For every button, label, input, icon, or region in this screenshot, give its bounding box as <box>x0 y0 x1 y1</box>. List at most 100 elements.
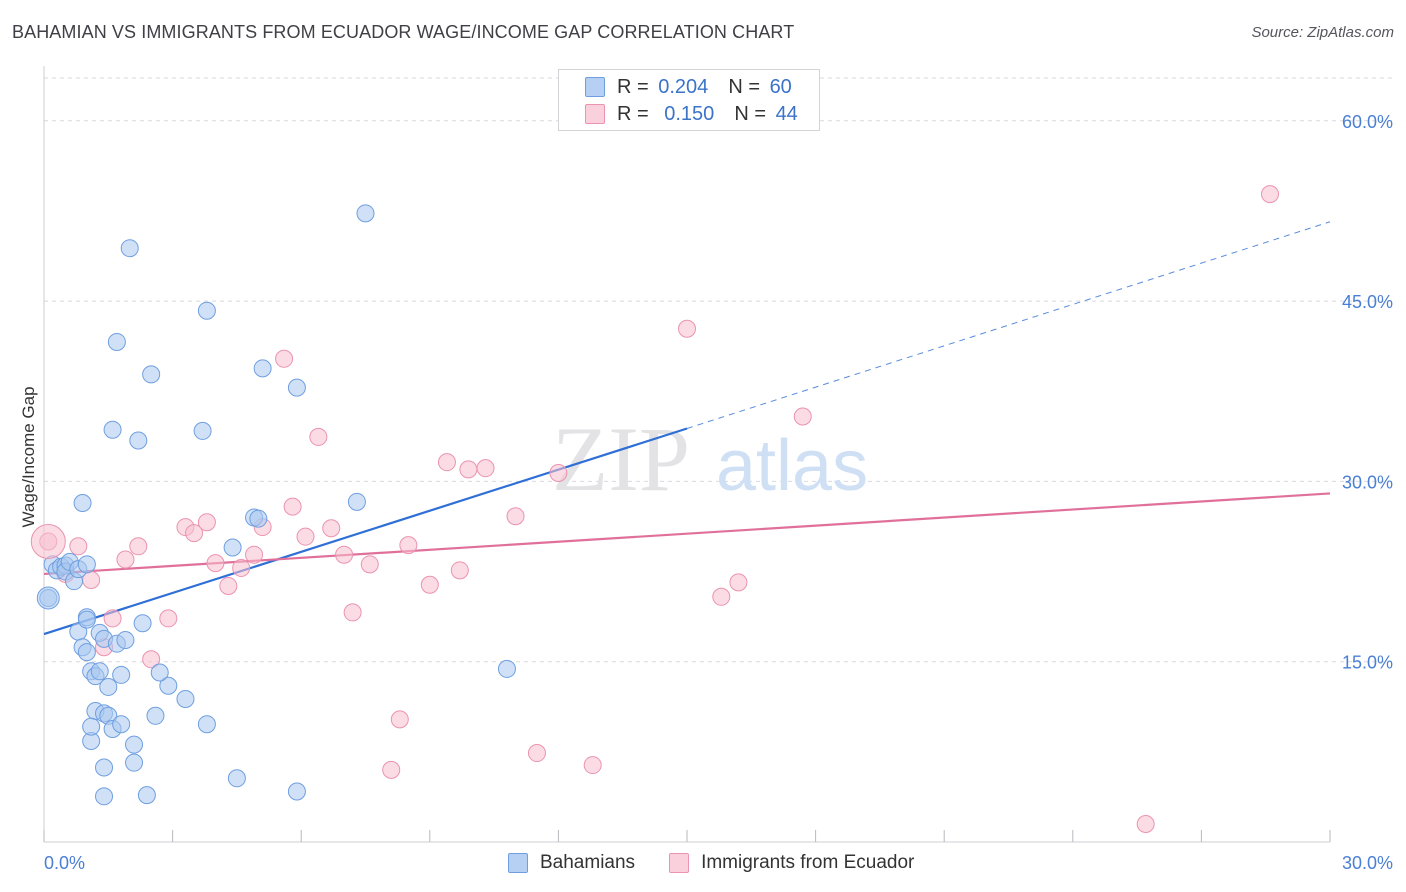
point-ecuador <box>360 555 379 574</box>
point-bahamians <box>73 494 92 513</box>
point-ecuador <box>309 427 328 446</box>
point-ecuador <box>296 527 315 546</box>
bottom-legend-label: Bahamians <box>540 852 636 873</box>
data-points <box>30 185 1279 833</box>
point-bahamians <box>77 555 96 574</box>
legend-n-label: N = <box>728 75 760 98</box>
point-ecuador <box>69 537 88 556</box>
point-ecuador <box>219 576 238 595</box>
point-ecuador <box>1136 814 1155 833</box>
point-bahamians <box>223 538 242 557</box>
point-bahamians <box>287 782 306 801</box>
point-ecuador <box>283 497 302 516</box>
point-ecuador <box>232 558 251 577</box>
legend: R = 0.204 N = 60 R = 0.150 N = 44 <box>558 69 820 131</box>
trendline-bahamians-extension <box>686 221 1331 429</box>
bottom-legend-label: Immigrants from Ecuador <box>701 852 915 873</box>
point-ecuador <box>399 536 418 555</box>
y-tick-label: 45.0% <box>1342 292 1393 312</box>
point-ecuador <box>712 587 731 606</box>
point-bahamians <box>116 631 135 650</box>
point-ecuador <box>437 453 456 472</box>
point-ecuador <box>450 561 469 580</box>
point-bahamians <box>227 769 246 788</box>
point-ecuador <box>476 459 495 478</box>
point-bahamians <box>77 643 96 662</box>
point-ecuador <box>549 463 568 482</box>
point-ecuador <box>583 756 602 775</box>
point-ecuador <box>245 545 264 564</box>
point-ecuador <box>1260 185 1279 204</box>
point-ecuador <box>678 319 696 338</box>
legend-row-bahamians: R = 0.204 N = 60 <box>585 75 792 99</box>
watermark: ZIP atlas <box>552 408 868 510</box>
point-ecuador <box>275 349 294 368</box>
point-ecuador <box>335 545 354 564</box>
point-ecuador <box>729 573 748 592</box>
point-ecuador <box>343 603 362 622</box>
bottom-legend-ecuador[interactable]: Immigrants from Ecuador <box>669 852 914 874</box>
point-bahamians <box>107 332 126 351</box>
legend-swatch-blue <box>585 77 605 97</box>
chart-title: BAHAMIAN VS IMMIGRANTS FROM ECUADOR WAGE… <box>12 22 795 42</box>
point-bahamians <box>95 758 114 777</box>
point-bahamians <box>137 786 156 805</box>
point-ecuador <box>197 513 216 532</box>
y-axis-label: Wage/Income Gap <box>19 386 38 527</box>
point-bahamians <box>197 715 216 734</box>
legend-n-value: 44 <box>775 102 798 125</box>
point-bahamians <box>146 706 165 725</box>
point-bahamians <box>287 378 306 397</box>
point-bahamians <box>150 663 169 682</box>
point-ecuador <box>103 609 122 628</box>
point-bahamians <box>82 717 101 736</box>
point-bahamians <box>112 665 131 684</box>
legend-n-label: N = <box>734 102 766 125</box>
point-ecuador <box>185 524 204 543</box>
watermark-zip: ZIP <box>552 408 690 510</box>
point-bahamians <box>129 431 148 450</box>
point-bahamians <box>253 359 272 378</box>
point-bahamians <box>125 753 144 772</box>
point-ecuador <box>382 760 401 779</box>
point-ecuador <box>793 407 812 426</box>
point-ecuador <box>206 554 225 573</box>
bottom-legend-swatch-pink <box>669 853 690 873</box>
point-bahamians <box>120 239 139 258</box>
point-bahamians <box>176 689 195 708</box>
legend-r-label: R = <box>617 102 649 125</box>
x-tick-label: 0.0% <box>44 853 85 873</box>
point-bahamians <box>125 735 144 754</box>
point-bahamians <box>249 509 268 528</box>
point-ecuador <box>142 650 161 669</box>
point-ecuador <box>390 710 409 729</box>
point-ecuador <box>159 609 178 628</box>
legend-swatch-pink <box>585 104 605 124</box>
point-ecuador <box>420 575 439 594</box>
y-tick-label: 60.0% <box>1342 112 1393 132</box>
trendline-bahamians <box>43 427 688 636</box>
legend-r-label: R = <box>617 75 649 98</box>
point-ecuador <box>129 537 148 556</box>
point-bahamians <box>142 365 161 384</box>
axes <box>43 66 1331 843</box>
legend-r-value: 0.150 <box>664 102 715 125</box>
point-bahamians <box>77 610 96 629</box>
bottom-legend: Bahamians Immigrants from Ecuador <box>508 852 948 874</box>
bottom-legend-bahamians[interactable]: Bahamians <box>508 852 635 874</box>
y-tick-label: 15.0% <box>1342 653 1393 673</box>
legend-r-value: 0.204 <box>658 75 709 98</box>
point-bahamians <box>90 662 109 681</box>
point-bahamians-large <box>36 586 60 610</box>
x-tick-label: 30.0% <box>1342 853 1393 873</box>
point-bahamians <box>112 715 131 734</box>
point-bahamians <box>347 492 366 511</box>
point-bahamians <box>133 614 152 633</box>
legend-row-ecuador: R = 0.150 N = 44 <box>585 102 798 126</box>
bottom-legend-swatch-blue <box>508 853 528 873</box>
legend-n-value: 60 <box>769 75 792 98</box>
point-ecuador <box>459 460 478 479</box>
point-bahamians <box>99 677 118 696</box>
point-ecuador <box>527 744 546 763</box>
